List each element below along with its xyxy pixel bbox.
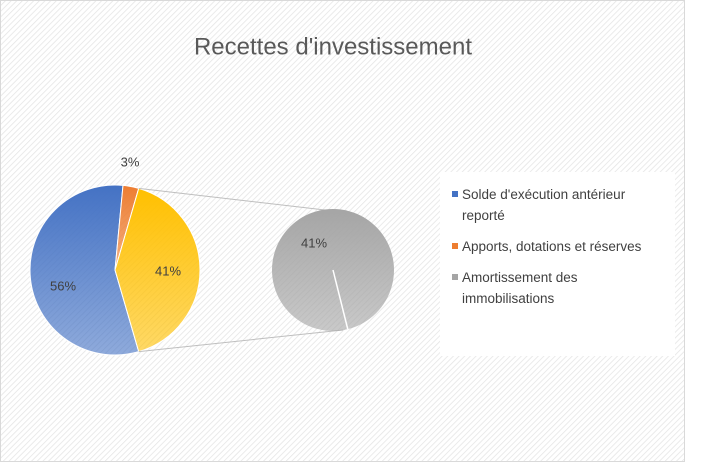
data-label: 56% (50, 278, 76, 293)
legend-swatch (452, 243, 458, 249)
legend-swatch (452, 191, 458, 197)
legend-item: Apports, dotations et réserves (452, 236, 662, 257)
connector (138, 187, 326, 211)
pie-slice (114, 187, 201, 353)
connector (138, 329, 344, 353)
data-label: 41% (301, 235, 327, 250)
pie-slice (271, 209, 394, 331)
data-label: 3% (121, 154, 140, 169)
legend-label: Apports, dotations et réserves (462, 239, 642, 254)
legend-item: Solde d'exécution antérieur reporté (452, 184, 662, 226)
slice-border (332, 269, 349, 330)
chart-title: Recettes d'investissement (194, 33, 472, 60)
legend-label: Solde d'exécution antérieur reporté (462, 187, 626, 223)
data-label: 41% (155, 263, 181, 278)
legend-swatch (452, 274, 458, 280)
legend-label: Amortissement des immobilisations (462, 270, 578, 306)
legend-item: Amortissement des immobilisations (452, 267, 662, 309)
pie-slice (29, 184, 140, 356)
legend: Solde d'exécution antérieur reporté Appor… (440, 172, 675, 356)
